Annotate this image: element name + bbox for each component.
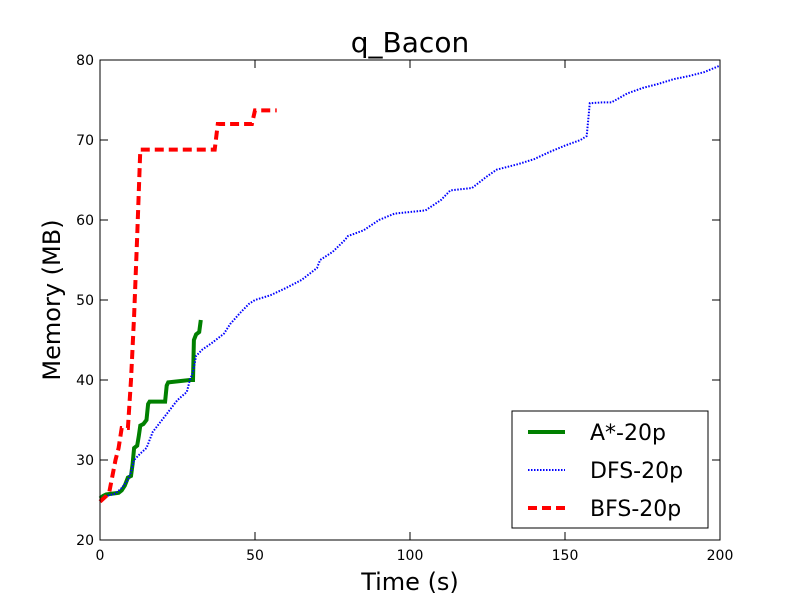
y-tick-label: 60 <box>76 213 94 229</box>
y-axis-label: Memory (MB) <box>38 219 66 380</box>
y-tick-label: 20 <box>76 533 94 549</box>
y-tick-label: 30 <box>76 453 94 469</box>
y-tick-label: 70 <box>76 133 94 149</box>
series-line-bfs-20p <box>98 108 277 504</box>
x-tick-label: 100 <box>397 548 424 564</box>
x-tick-label: 0 <box>96 548 105 564</box>
y-tick-label: 50 <box>76 293 94 309</box>
x-tick-label: 200 <box>707 548 734 564</box>
legend: A*-20p DFS-20p BFS-20p <box>511 410 709 529</box>
series-line-dfs-20p <box>99 64 721 501</box>
legend-label: DFS-20p <box>590 459 683 484</box>
y-tick-label: 40 <box>76 373 94 389</box>
legend-label: BFS-20p <box>590 497 681 522</box>
x-tick-label: 50 <box>246 548 264 564</box>
ticks-layer: 0 50 100 150 200 20 30 40 50 60 70 80 <box>76 53 733 564</box>
legend-label: A*-20p <box>590 421 666 446</box>
series-layer <box>98 64 721 504</box>
series-line-a-20p <box>98 319 203 500</box>
chart-title: q_Bacon <box>351 26 469 59</box>
x-axis-label: Time (s) <box>360 568 459 596</box>
x-tick-label: 150 <box>552 548 579 564</box>
y-tick-label: 80 <box>76 53 94 69</box>
